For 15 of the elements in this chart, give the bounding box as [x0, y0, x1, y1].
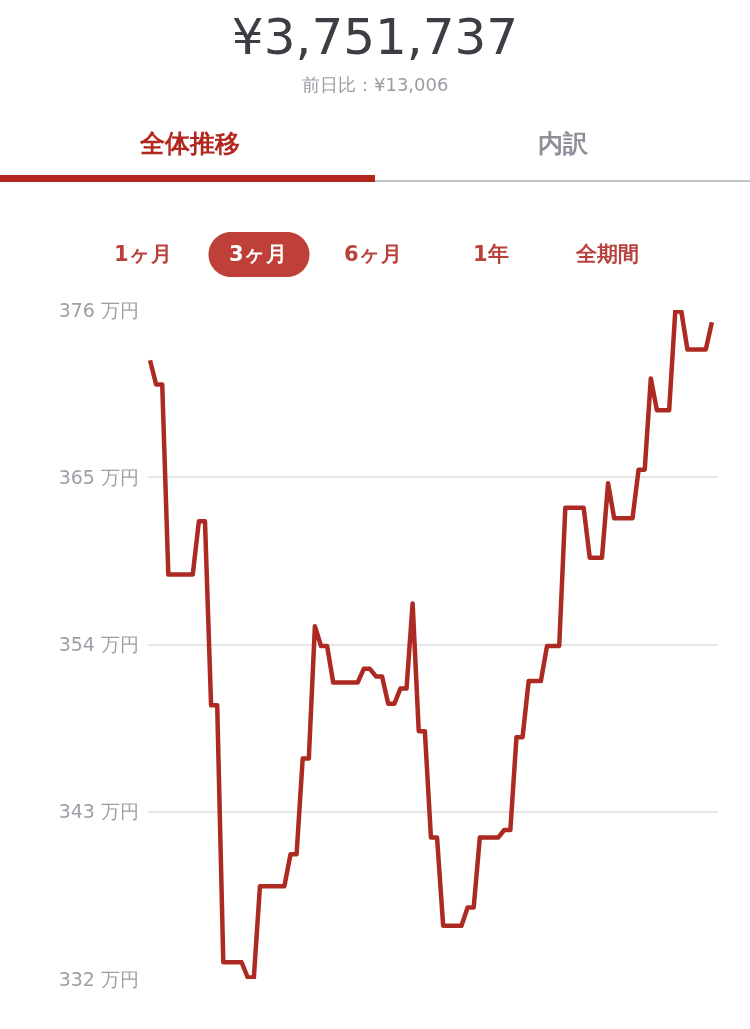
line-series	[148, 310, 715, 979]
text: 内訳	[538, 129, 589, 158]
y-tick-label: 365 万円	[58, 465, 139, 488]
text: 1ヶ月	[114, 242, 172, 266]
text: 3ヶ月	[229, 242, 287, 266]
y-tick-label: 343 万円	[58, 800, 139, 823]
y-tick-label: 354 万円	[58, 633, 139, 656]
text: 全体推移	[139, 129, 240, 158]
text: 6ヶ月	[344, 242, 402, 266]
text: 全期間	[575, 242, 639, 266]
chart-title: ¥3,751,737	[231, 7, 519, 66]
y-tick-label: 332 万円	[58, 967, 139, 990]
chart-subtitle: 前日比：¥13,006	[302, 74, 449, 95]
y-tick-label: 376 万円	[58, 298, 139, 321]
text: 1年	[473, 242, 509, 266]
